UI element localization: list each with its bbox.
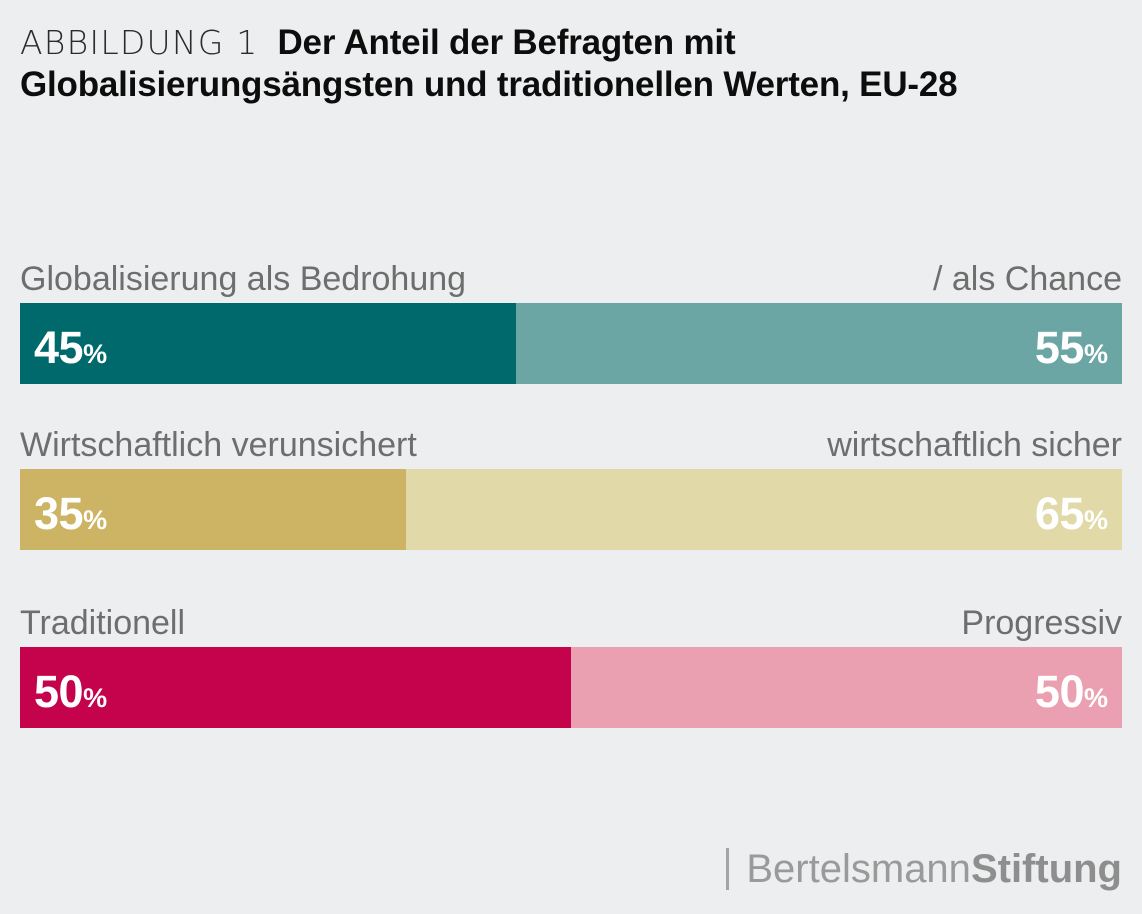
bar-label-left-wirtschaftlich: Wirtschaftlich verunsichert	[20, 426, 417, 464]
bar-label-left-traditionell: Traditionell	[20, 604, 186, 642]
bar-label-right-progressiv: Progressiv	[961, 604, 1122, 642]
bar-label-right-globalisierung: / als Chance	[933, 260, 1122, 298]
bar-segment-traditionell: 50%	[20, 647, 571, 728]
bar-label-row: Wirtschaftlich verunsichert wirtschaftli…	[20, 421, 1122, 469]
bar-group-werte: Traditionell Progressiv 50% 50%	[20, 599, 1122, 728]
bar-label-row: Globalisierung als Bedrohung / als Chanc…	[20, 255, 1122, 303]
figure-title-block: ABBILDUNG 1 Der Anteil der Befragten mit…	[20, 22, 1065, 106]
page-title: Der Anteil der Befragten mit Globalisier…	[20, 23, 958, 104]
bar-value-sicher: 65%	[1034, 488, 1108, 539]
bar-label-row: Traditionell Progressiv	[20, 599, 1122, 647]
bar-segment-sicher: 65%	[405, 469, 1122, 550]
bar-segment-progressiv: 50%	[571, 647, 1122, 728]
bar-segment-chance: 55%	[515, 303, 1122, 384]
stacked-bar-werte: 50% 50%	[20, 647, 1122, 728]
bar-segment-verunsichert: 35%	[20, 469, 406, 550]
stacked-bar-wirtschaftlich: 35% 65%	[20, 469, 1122, 550]
bar-label-left-globalisierung: Globalisierung als Bedrohung	[20, 260, 467, 298]
stacked-bar-globalisierung: 45% 55%	[20, 303, 1122, 384]
bar-label-right-wirtschaftlich: wirtschaftlich sicher	[827, 426, 1122, 464]
bar-value-traditionell: 50%	[34, 666, 108, 717]
bertelsmann-stiftung-logo: Bertelsmann Stiftung	[726, 846, 1122, 892]
logo-rule-icon	[726, 848, 730, 890]
bar-value-bedrohung: 45%	[34, 322, 108, 373]
bar-group-globalisierung: Globalisierung als Bedrohung / als Chanc…	[20, 255, 1122, 384]
logo-name-bold: Stiftung	[970, 847, 1122, 891]
logo-name: Bertelsmann	[746, 847, 971, 891]
bar-value-progressiv: 50%	[1034, 666, 1108, 717]
figure-number-label: ABBILDUNG 1	[20, 23, 259, 62]
bar-value-chance: 55%	[1034, 322, 1108, 373]
bar-group-wirtschaftlich: Wirtschaftlich verunsichert wirtschaftli…	[20, 421, 1122, 550]
bar-segment-bedrohung: 45%	[20, 303, 516, 384]
bar-value-verunsichert: 35%	[34, 488, 108, 539]
